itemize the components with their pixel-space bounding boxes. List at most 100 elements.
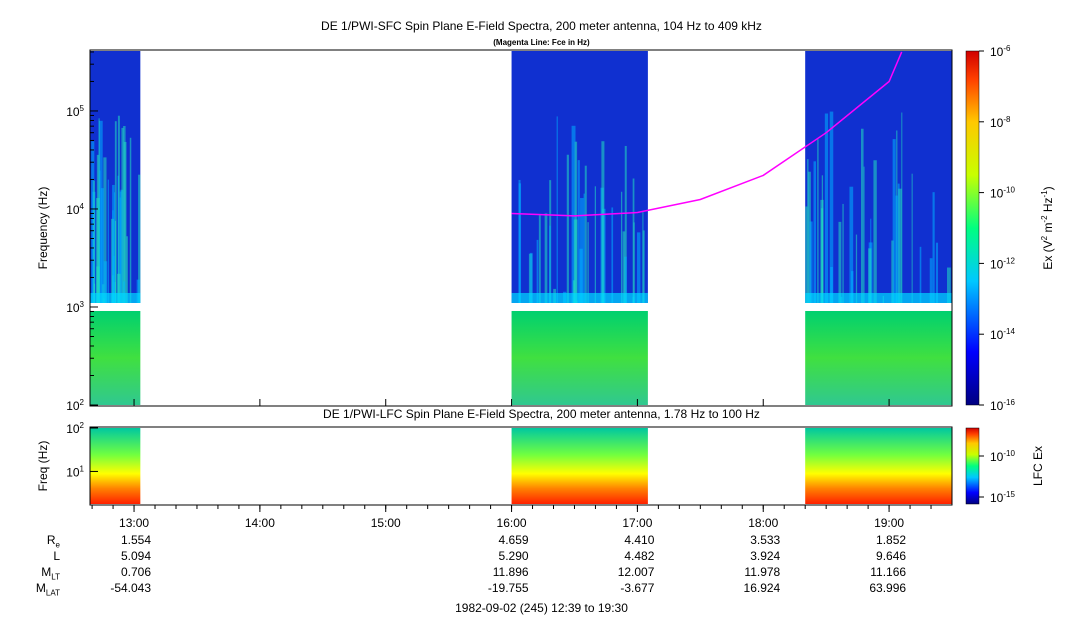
sfc-texture: [611, 207, 614, 303]
sfc-texture: [637, 232, 641, 303]
ephemeris-value: 11.166: [870, 565, 907, 579]
ephemeris-value: -54.043: [110, 581, 152, 595]
sfc-title: DE 1/PWI-SFC Spin Plane E-Field Spectra,…: [321, 19, 762, 33]
lfc-interval-1: [511, 428, 648, 504]
sfc-texture: [96, 266, 100, 303]
sfc-texture: [544, 213, 548, 303]
sfc-cbar-tick-label: 10-10: [990, 186, 1015, 201]
sfc-texture: [632, 178, 635, 303]
sfc-texture: [855, 234, 858, 303]
sfc-ylabel: Frequency (Hz): [36, 187, 50, 270]
sfc-texture: [96, 154, 100, 303]
sfc-texture: [838, 221, 842, 303]
sfc-texture: [529, 252, 533, 303]
ephemeris-value: 11.896: [492, 565, 529, 579]
sfc-texture: [932, 192, 935, 303]
sfc-cbar-tick-label: 10-12: [990, 256, 1015, 271]
lfc-interval-2: [805, 428, 952, 504]
lfc-y-axis: 102 101: [66, 421, 98, 479]
ephemeris-value: 4.410: [624, 533, 655, 547]
sfc-texture: [136, 279, 140, 303]
sfc-texture: [809, 221, 813, 303]
ephemeris-value: 1.554: [121, 533, 152, 547]
lfc-title: DE 1/PWI-LFC Spin Plane E-Field Spectra,…: [323, 407, 760, 421]
fce-magenta-line: [511, 51, 903, 217]
sfc-cbar-tick-label: 10-6: [990, 44, 1011, 59]
sfc-interval-lower-2: [805, 310, 952, 405]
lfc-colorbar-label: LFC Ex: [1031, 446, 1045, 486]
time-tick-label: 17:00: [622, 516, 652, 530]
sfc-texture: [868, 248, 872, 303]
sfc-plot-frame: [89, 49, 953, 407]
sfc-texture: [891, 240, 894, 303]
time-tick-label: 19:00: [874, 516, 904, 530]
sfc-texture: [538, 214, 541, 303]
sfc-texture: [584, 165, 587, 303]
footer-time-range: 1982-09-02 (245) 12:39 to 19:30: [455, 601, 628, 615]
sfc-texture: [577, 160, 580, 303]
ephemeris-value: 3.533: [750, 533, 781, 547]
sfc-ytick-label: 105: [66, 104, 84, 119]
sfc-texture: [895, 195, 898, 303]
sfc-texture: [587, 222, 589, 303]
ephemeris-value: 16.924: [743, 581, 781, 595]
time-tick-label: 18:00: [748, 516, 778, 530]
sfc-spectrogram-data: [90, 51, 952, 405]
ephemeris-value: -3.677: [620, 581, 655, 595]
ephemeris-label-1: L: [53, 549, 60, 563]
sfc-texture: [898, 188, 902, 303]
sfc-texture: [829, 111, 834, 303]
sfc-ytick-label: 104: [66, 202, 84, 217]
ephemeris-value: 3.924: [750, 549, 781, 563]
sfc-interval-lower-1: [511, 310, 648, 405]
sfc-texture: [624, 145, 627, 303]
ephemeris-value: 0.706: [121, 565, 152, 579]
sfc-texture: [842, 203, 844, 303]
sfc-ytick-label: 102: [66, 398, 84, 413]
lfc-ytick-label: 102: [66, 421, 84, 436]
sfc-texture: [93, 180, 95, 303]
sfc-colorbar-label: Ex (V2 m-2 Hz-1): [1040, 186, 1055, 269]
lfc-ylabel: Freq (Hz): [36, 441, 50, 492]
sfc-texture: [929, 258, 933, 303]
lfc-colorbar-ticks: 10-10 10-15: [979, 449, 1015, 505]
sfc-texture: [107, 179, 109, 303]
ephemeris-value: -19.755: [487, 581, 529, 595]
sfc-texture: [121, 127, 124, 303]
sfc-texture: [849, 186, 854, 303]
sfc-cbar-tick-label: 10-16: [990, 398, 1015, 413]
lfc-colorbar: [965, 427, 980, 505]
sfc-texture: [824, 113, 829, 303]
ephemeris-value: 5.290: [498, 549, 529, 563]
sfc-texture: [536, 239, 539, 303]
sfc-texture: [860, 128, 864, 303]
sfc-texture: [123, 141, 127, 303]
sfc-texture: [112, 184, 115, 303]
lfc-interval-0: [90, 428, 141, 504]
sfc-colorbar: [965, 50, 980, 406]
sfc-texture: [518, 179, 521, 303]
sfc-texture: [622, 231, 626, 303]
time-tick-label: 15:00: [371, 516, 401, 530]
ephemeris-value: 1.852: [876, 533, 907, 547]
sfc-texture: [129, 137, 132, 303]
time-tick-label: 14:00: [245, 516, 275, 530]
sfc-texture: [911, 173, 913, 303]
sfc-interval-upper-2: [805, 51, 952, 303]
sfc-texture: [873, 160, 877, 303]
sfc-texture: [100, 188, 104, 303]
time-tick-label: 13:00: [119, 516, 149, 530]
sfc-texture: [808, 171, 811, 303]
sfc-texture: [820, 199, 824, 303]
ephemeris-label-0: Re: [46, 533, 60, 550]
sfc-colorbar-ticks: 10-6 10-8 10-10 10-12 10-14 10-16: [979, 44, 1015, 413]
lfc-cbar-tick-label: 10-10: [990, 449, 1015, 464]
sfc-texture: [571, 125, 576, 303]
sfc-texture: [126, 236, 128, 303]
sfc-texture: [919, 246, 922, 303]
sfc-texture: [863, 166, 865, 303]
ephemeris-value: 63.996: [869, 581, 907, 595]
sfc-band-1khz-2: [805, 292, 952, 303]
sfc-texture: [892, 139, 896, 303]
sfc-texture: [103, 157, 107, 303]
